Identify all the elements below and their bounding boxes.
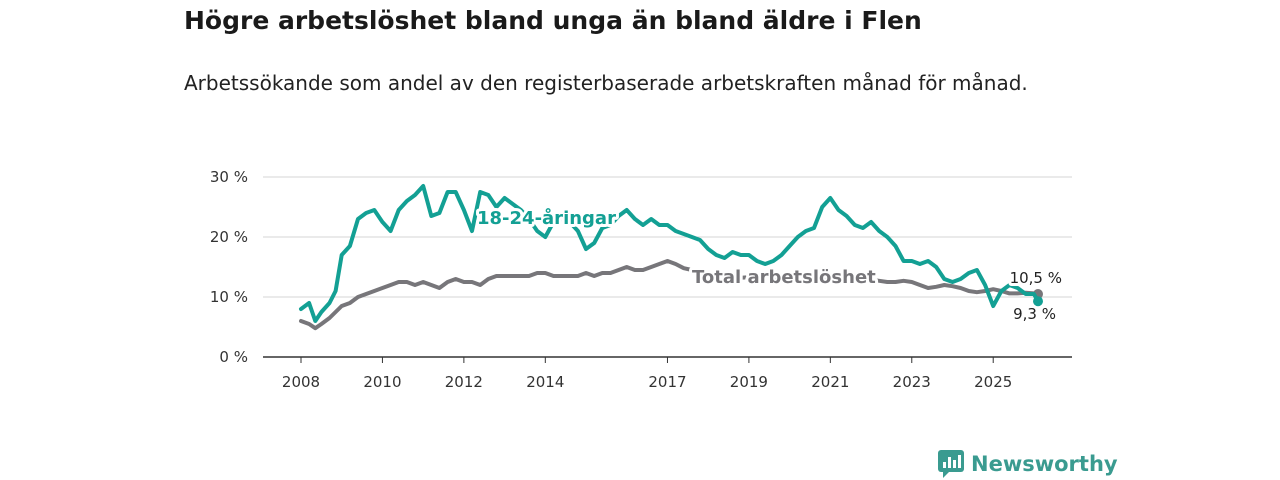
series-label-total: Total arbetslöshet <box>692 267 876 288</box>
series-label-youth-halo: 18-24-åringar <box>477 207 616 229</box>
x-tick-label: 2025 <box>974 373 1012 391</box>
x-tick-label: 2017 <box>648 373 686 391</box>
series-line-youth <box>299 184 1040 323</box>
end-label-youth-halo: 9,3 % <box>1013 305 1056 323</box>
x-tick-label: 2012 <box>445 373 483 391</box>
y-tick-label: 30 % <box>210 168 248 186</box>
end-label-total: 10,5 % <box>1010 269 1062 287</box>
end-label-youth: 9,3 % <box>1013 305 1056 323</box>
x-tick-label: 2019 <box>730 373 768 391</box>
y-tick-label: 0 % <box>219 348 248 366</box>
brand-logo[interactable]: Newsworthy <box>937 449 1118 479</box>
series-lines <box>299 184 1043 331</box>
y-tick-label: 20 % <box>210 228 248 246</box>
x-axis-ticks: 2008 2010 2012 2014 2017 2019 2021 2023 2025 <box>282 357 1012 391</box>
line-chart: 0 % 10 % 20 % 30 % 2008 2010 2012 2014 2017 2019… <box>210 168 1072 391</box>
newsworthy-logo-icon <box>938 450 964 478</box>
x-tick-label: 2010 <box>363 373 401 391</box>
series-label-youth: 18-24-åringar <box>477 207 616 229</box>
series-line-total <box>299 259 1040 331</box>
x-tick-label: 2021 <box>811 373 849 391</box>
chart-subtitle: Arbetssökande som andel av den registerb… <box>184 71 1028 95</box>
x-tick-label: 2008 <box>282 373 320 391</box>
series-end-point <box>1033 296 1043 307</box>
gridlines <box>263 176 1072 358</box>
y-tick-label: 10 % <box>210 288 248 306</box>
chart-title: Högre arbetslöshet bland unga än bland ä… <box>184 6 922 35</box>
x-tick-label: 2023 <box>893 373 931 391</box>
y-axis-ticks: 0 % 10 % 20 % 30 % <box>210 168 248 366</box>
end-label-total-halo: 10,5 % <box>1010 269 1062 287</box>
series-label-total-halo: Total arbetslöshet <box>692 267 876 288</box>
x-tick-label: 2014 <box>526 373 564 391</box>
brand-name: Newsworthy <box>971 452 1118 476</box>
